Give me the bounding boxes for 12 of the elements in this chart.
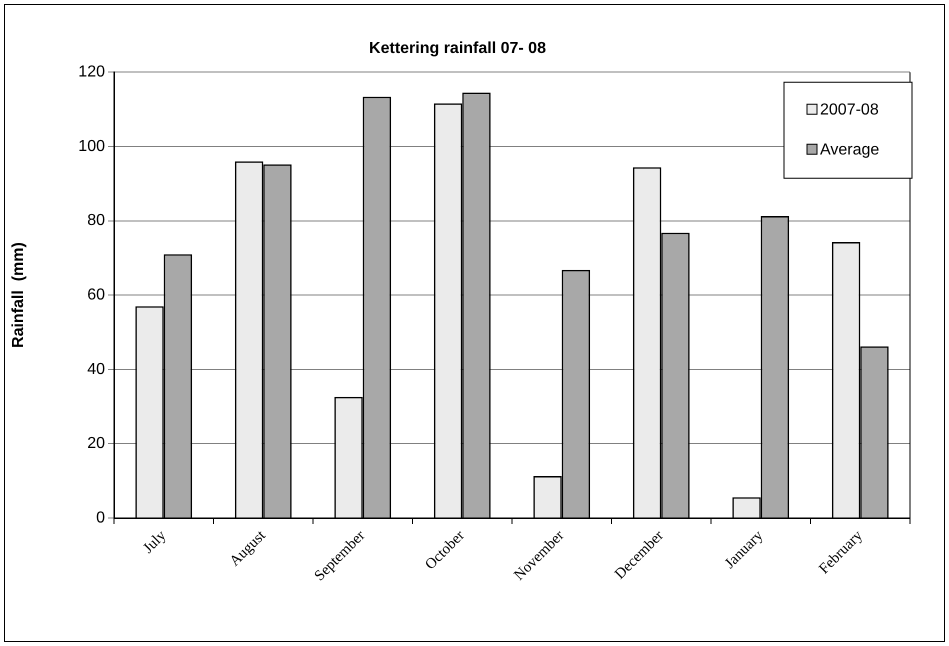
y-tick-label: 0	[96, 509, 106, 526]
x-tick-label: July	[140, 527, 170, 557]
y-axis-title: Rainfall (mm)	[10, 242, 28, 348]
legend-label: 2007-08	[820, 102, 879, 119]
legend-label: Average	[820, 142, 880, 159]
y-tick-label: 80	[87, 212, 106, 230]
y-tick-label: 20	[87, 435, 106, 452]
y-tick-label: 100	[78, 138, 106, 155]
y-tick-label: 40	[87, 360, 106, 378]
y-tick-label: 120	[78, 64, 106, 81]
y-tick-label: 60	[87, 286, 106, 304]
chart-title: Kettering rainfall 07- 08	[369, 40, 546, 58]
